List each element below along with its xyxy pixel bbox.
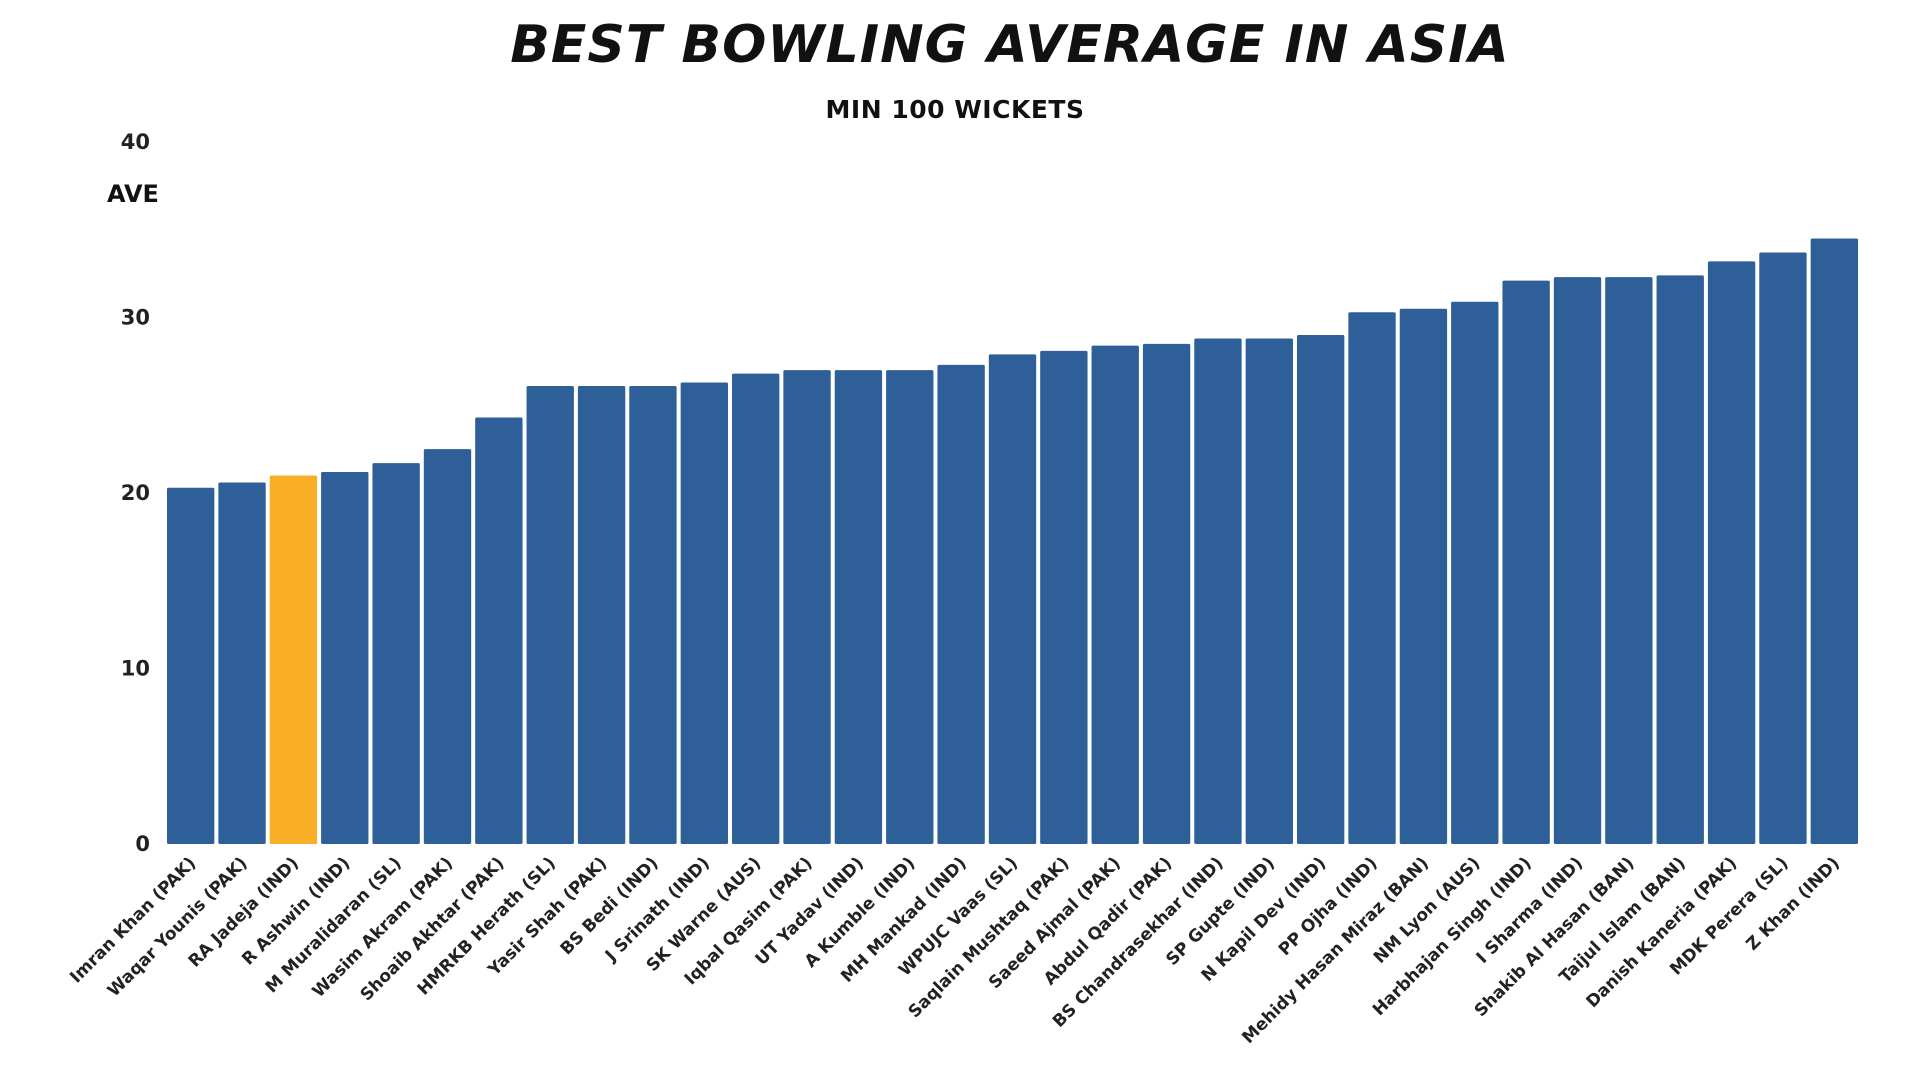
bar <box>1399 308 1448 845</box>
bar <box>1451 301 1499 845</box>
bar <box>1502 280 1550 844</box>
bar <box>886 370 934 844</box>
bar <box>1707 261 1756 845</box>
bar <box>1348 312 1396 845</box>
y-tick-label: 10 <box>121 657 150 681</box>
y-tick-label: 40 <box>121 130 150 154</box>
x-axis-ticks: Imran Khan (PAK)Waqar Younis (PAK)RA Jad… <box>66 853 1844 1048</box>
chart-subtitle: MIN 100 WICKETS <box>826 95 1085 124</box>
bar <box>321 471 369 844</box>
bar <box>1091 345 1139 844</box>
bar <box>577 385 626 844</box>
bar <box>1040 350 1088 844</box>
bar <box>680 382 728 844</box>
chart-title: BEST BOWLING AVERAGE IN ASIA <box>510 15 1510 75</box>
y-tick-label: 0 <box>135 832 150 856</box>
bar <box>1245 338 1293 844</box>
bar <box>1297 335 1345 844</box>
bar <box>167 487 215 844</box>
bar <box>783 370 831 844</box>
bar <box>1553 277 1602 844</box>
bar <box>218 482 266 844</box>
x-tick-label: Z Khan (IND) <box>1743 853 1844 954</box>
bar <box>475 417 523 844</box>
bar <box>732 373 780 844</box>
bar <box>629 385 677 844</box>
bar <box>372 463 420 844</box>
bars-group <box>167 238 1858 845</box>
bar <box>1810 238 1858 844</box>
y-tick-label: 20 <box>121 481 150 505</box>
bar <box>1142 343 1191 844</box>
bar <box>937 364 985 844</box>
y-axis-label: AVE <box>107 180 159 208</box>
y-tick-label: 30 <box>121 306 150 330</box>
y-axis-ticks: 0 10 20 30 40 <box>121 130 150 856</box>
bar <box>834 370 883 844</box>
x-tick-label: Mehidy Hasan Miraz (BAN) <box>1238 853 1433 1048</box>
bar <box>526 385 574 844</box>
bar <box>1605 277 1653 844</box>
bar <box>1656 275 1704 844</box>
bar <box>1194 338 1242 844</box>
bar <box>423 449 472 845</box>
bar <box>1759 252 1807 844</box>
bar <box>269 475 318 844</box>
bar <box>988 354 1037 844</box>
